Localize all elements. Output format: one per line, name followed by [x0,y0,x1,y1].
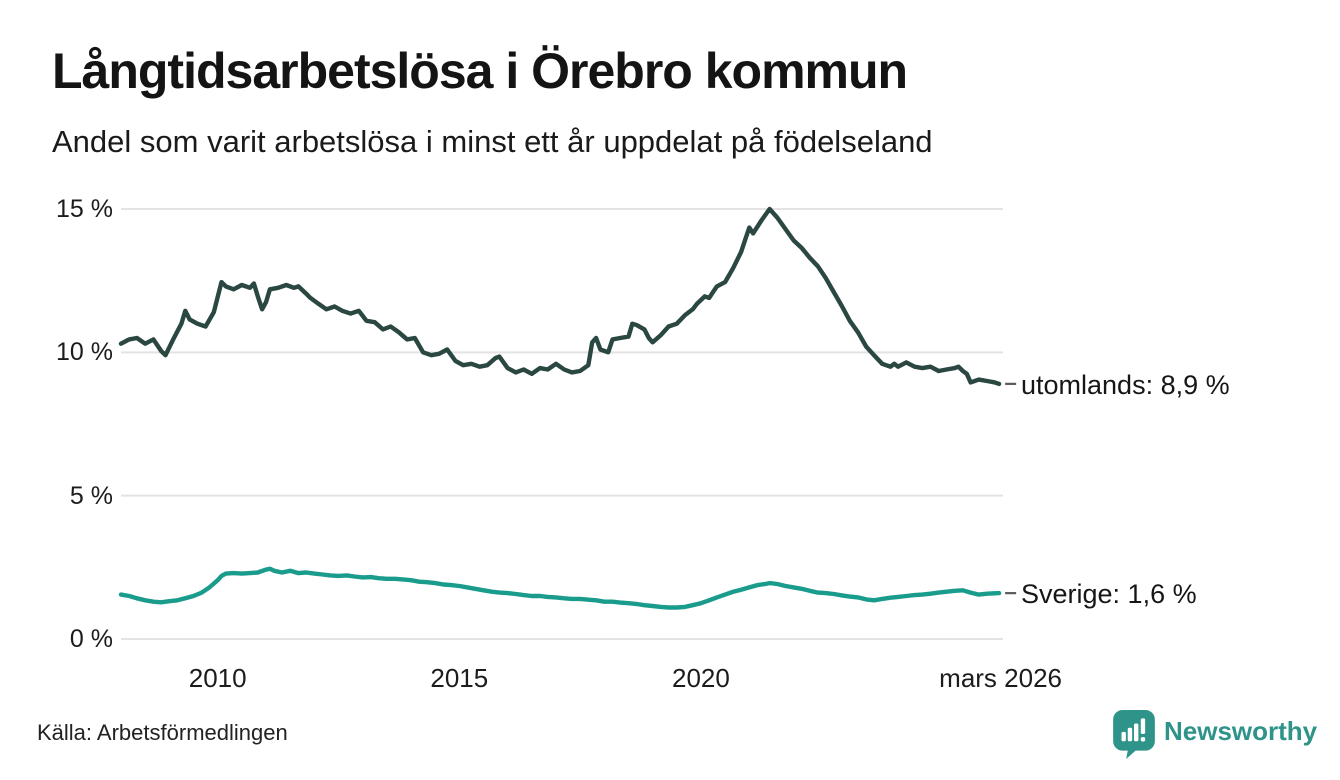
series-line-Sverige [118,566,1002,610]
series-label-sverige: Sverige: 1,6 % [1021,579,1197,610]
y-tick-label: 15 % [56,195,113,223]
page-subtitle: Andel som varit arbetslösa i minst ett å… [52,124,933,159]
newsworthy-logo: Newsworthy [1113,710,1317,759]
series-label-utomlands: utomlands: 8,9 % [1021,369,1230,400]
page-title: Långtidsarbetslösa i Örebro kommun [52,43,908,99]
x-tick-label: 2020 [672,663,730,693]
x-tick-label: 2015 [430,663,489,693]
chart-speech-bubble-icon [1113,710,1155,759]
x-tick-label: 2010 [188,663,247,693]
y-tick-label: 5 % [69,481,113,510]
source-note: Källa: Arbetsförmedlingen [37,720,288,745]
brand-name: Newsworthy [1164,716,1318,746]
y-tick-label: 10 % [56,338,113,367]
x-tick-label: mars 2026 [939,663,1062,693]
y-tick-label: 0 % [69,625,113,653]
series-line-utomlands [118,206,1002,387]
